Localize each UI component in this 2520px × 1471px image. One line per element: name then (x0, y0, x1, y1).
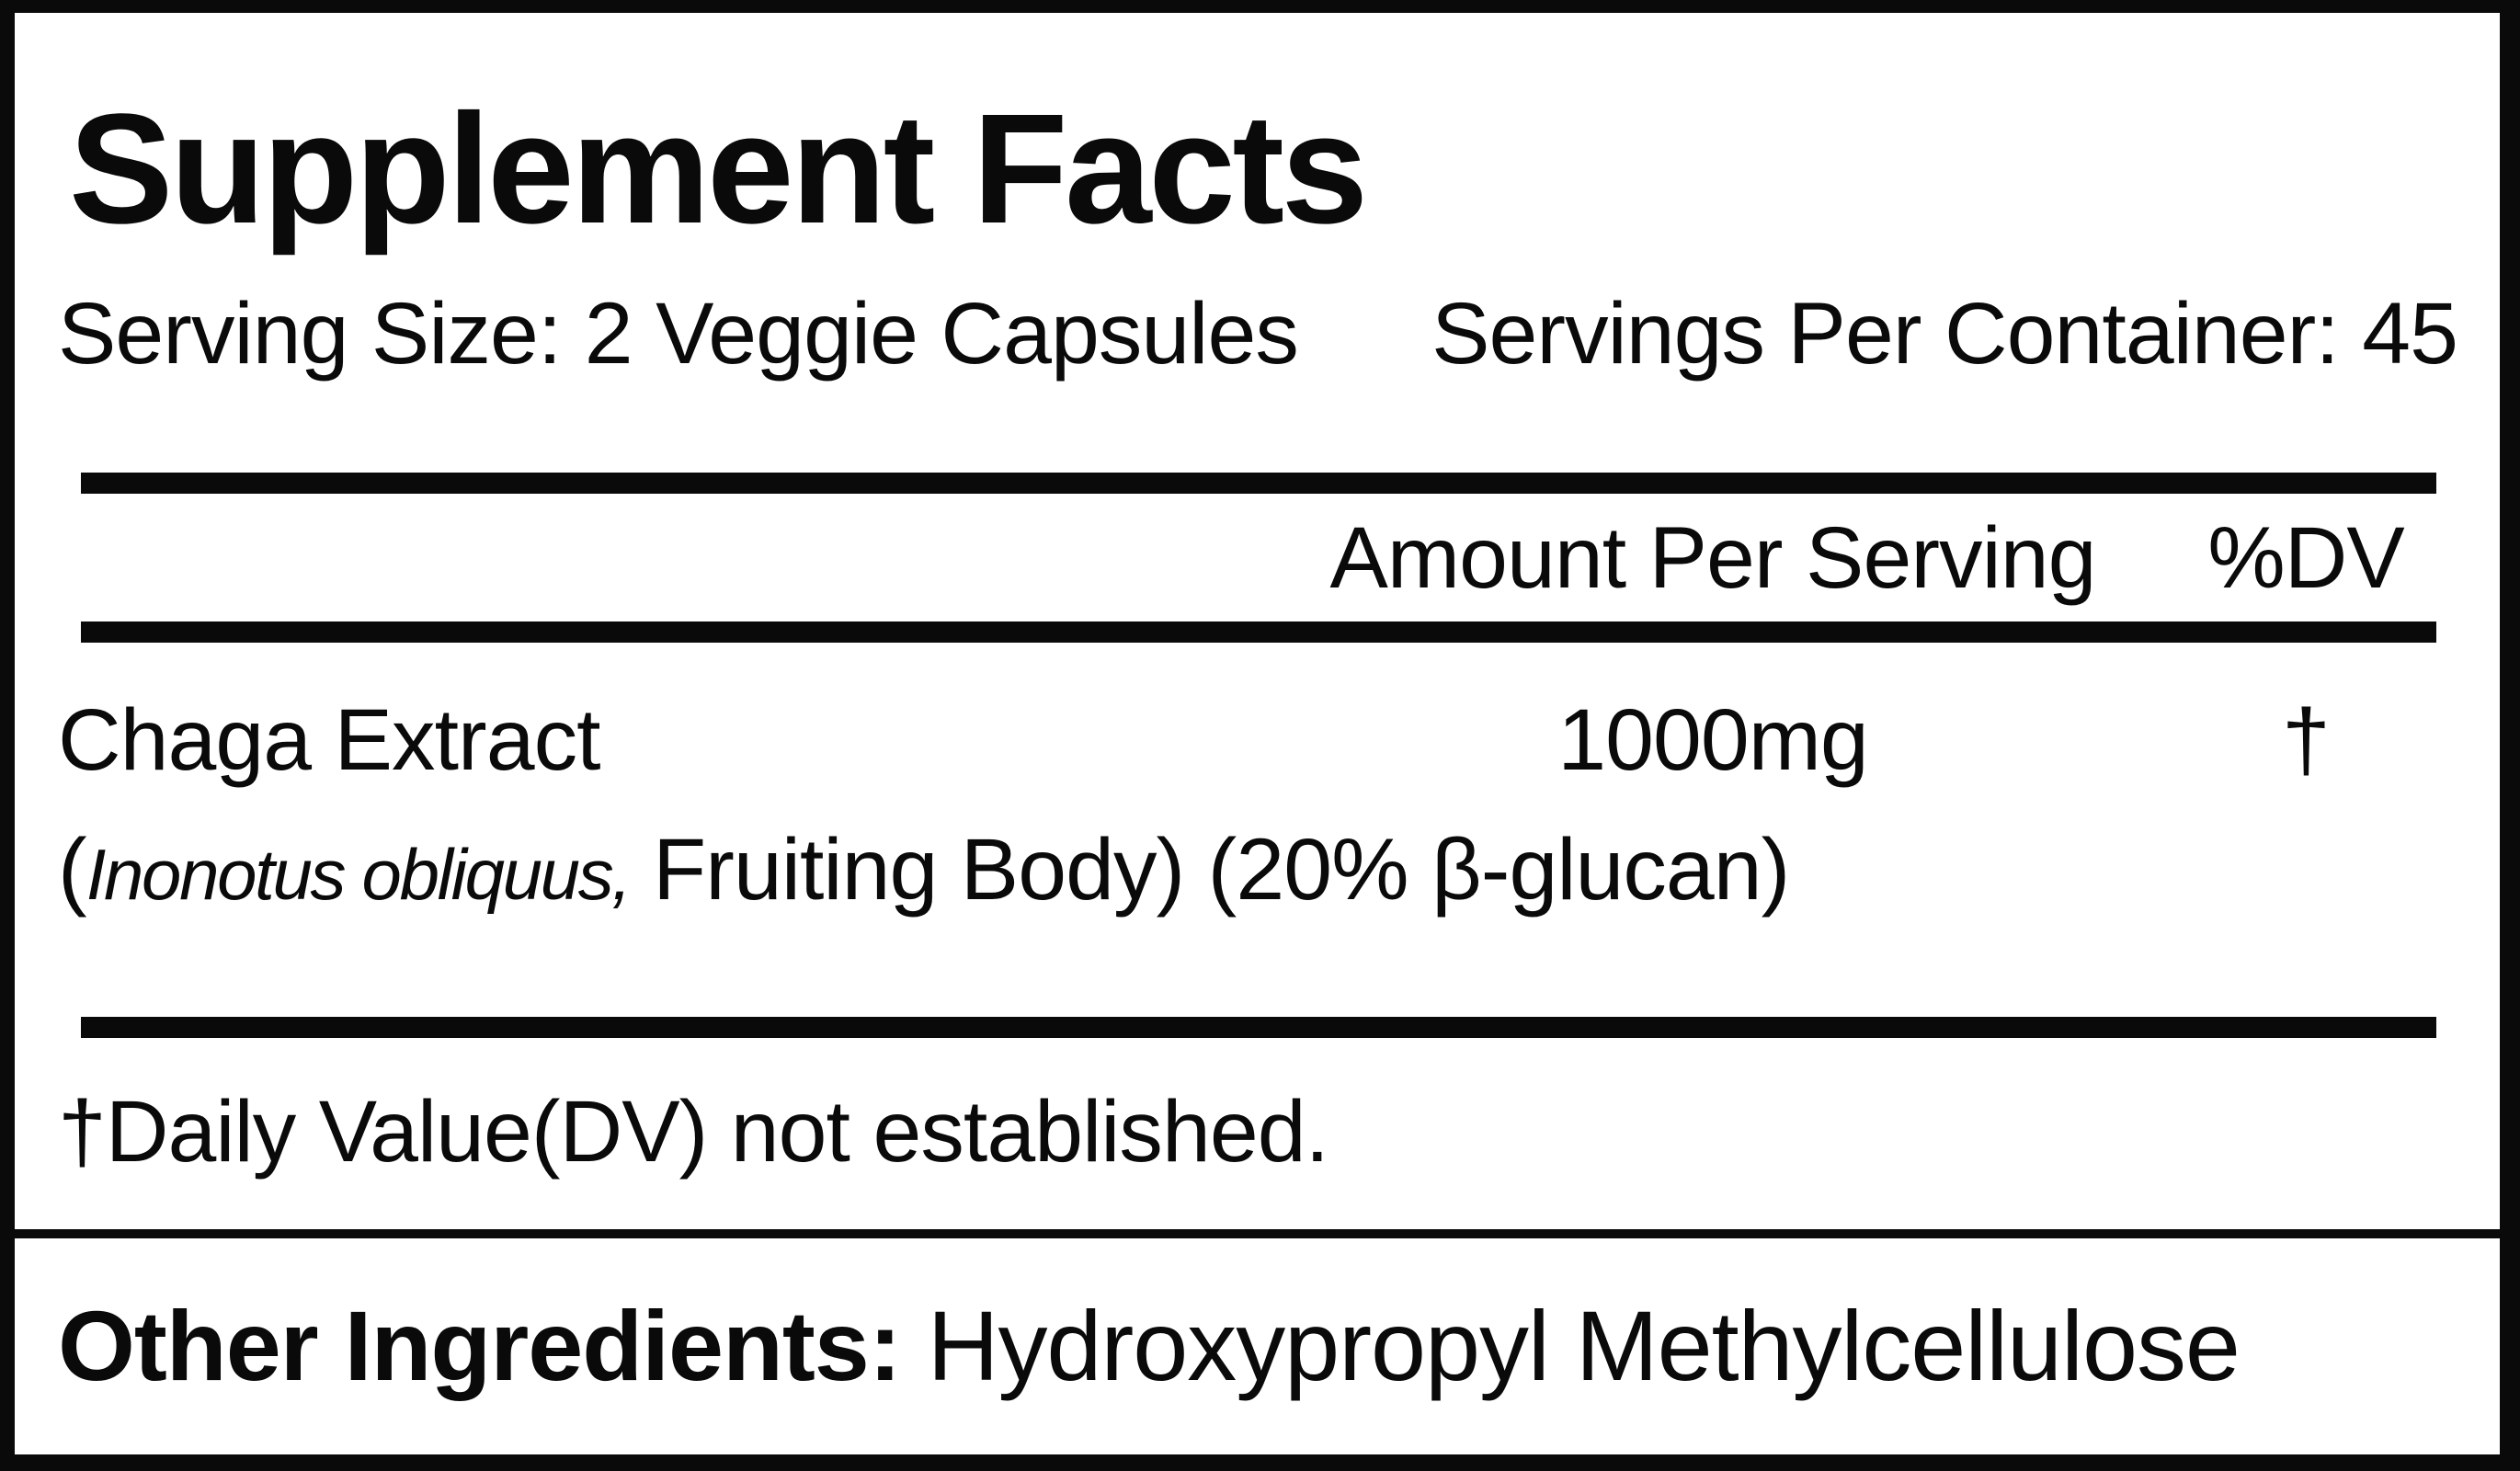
divider-bottom-rule (81, 1017, 2436, 1039)
column-header-amount: Amount Per Serving (1329, 508, 2096, 607)
other-ingredients-panel: Other Ingredients: Hydroxypropyl Methylc… (15, 1238, 2500, 1454)
serving-info-row: Serving Size: 2 Veggie Capsules Servings… (58, 284, 2458, 384)
page-title: Supplement Facts (69, 82, 1368, 257)
column-header-dv: %DV (2207, 508, 2405, 607)
other-ingredients-label: Other Ingredients: (58, 1290, 902, 1402)
servings-per-container-text: Servings Per Container: 45 (1431, 285, 2458, 383)
ingredient-amount: 1000mg (1557, 690, 1869, 789)
other-ingredients-value: Hydroxypropyl Methylcellulose (900, 1290, 2241, 1402)
ingredient-row: Chaga Extract 1000mg † (58, 690, 2457, 791)
divider-header-rule (81, 621, 2436, 643)
ingredient-dv-dagger: † (2282, 690, 2331, 789)
detail-open-paren: ( (58, 821, 87, 919)
daily-value-footnote: †Daily Value(DV) not established. (58, 1083, 1329, 1181)
botanical-name: Inonotus obliquus, (86, 834, 632, 916)
divider-top-rule (81, 472, 2436, 494)
serving-size-text: Serving Size: 2 Veggie Capsules (58, 285, 1299, 383)
other-ingredients-line: Other Ingredients: Hydroxypropyl Methylc… (58, 1289, 2241, 1403)
ingredient-name: Chaga Extract (58, 690, 601, 789)
column-header-row: Amount Per Serving %DV (58, 494, 2457, 621)
supplement-facts-panel: Supplement Facts Serving Size: 2 Veggie … (15, 13, 2500, 1229)
ingredient-detail-line: (Inonotus obliquus, Fruiting Body) (20% … (58, 820, 2457, 920)
detail-rest-text: Fruiting Body) (20% β-glucan) (629, 821, 1790, 919)
